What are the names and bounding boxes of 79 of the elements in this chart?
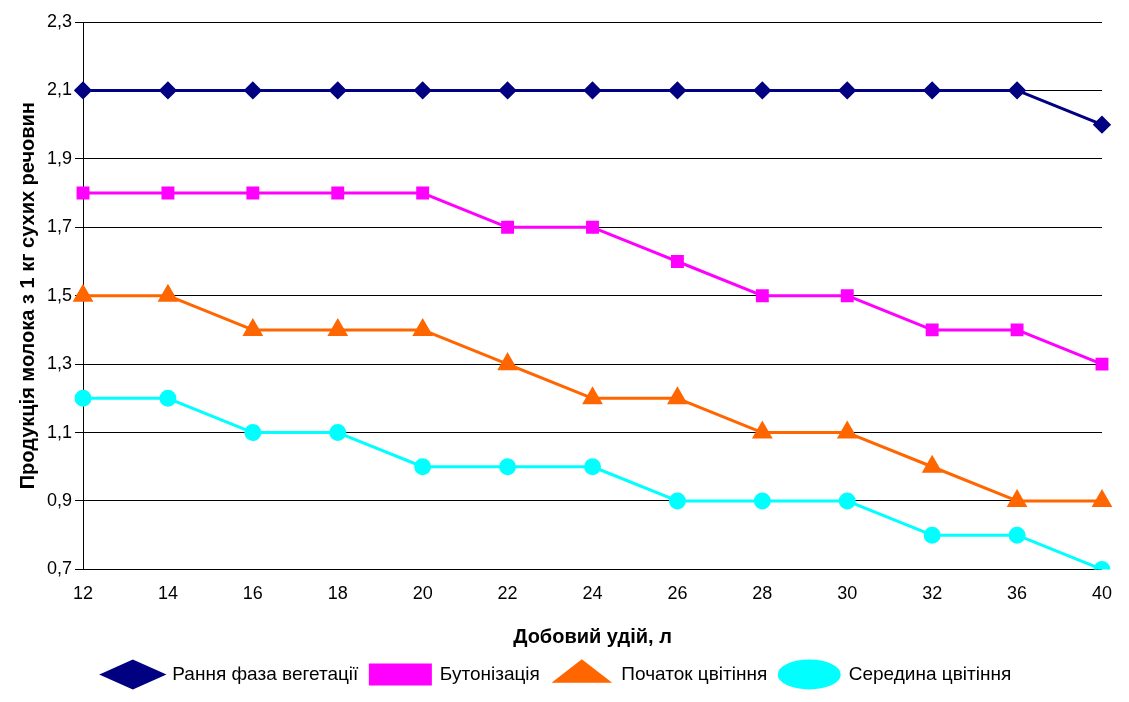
x-tick-label: 14 — [157, 583, 178, 604]
point — [416, 186, 430, 200]
point — [586, 220, 599, 234]
point — [840, 289, 854, 303]
x-tick-label: 12 — [73, 583, 94, 604]
point — [923, 81, 941, 99]
point — [246, 186, 260, 200]
point — [1092, 490, 1112, 507]
x-tick-label: 20 — [412, 583, 433, 604]
x-axis-title: Добовий удій, л — [513, 624, 672, 647]
point — [161, 186, 175, 200]
y-tick-label: 2,1 — [46, 79, 73, 100]
y-tick-label: 2,3 — [46, 10, 73, 31]
point — [159, 389, 177, 407]
y-tick-label: 0,7 — [46, 558, 73, 579]
point — [243, 319, 263, 336]
point — [329, 424, 347, 442]
legend-label: Бутонізація — [439, 662, 540, 684]
point — [501, 220, 515, 234]
point — [1007, 490, 1027, 507]
x-tick-label: 18 — [327, 583, 348, 604]
x-tick-label: 36 — [1007, 583, 1028, 604]
point — [668, 387, 687, 405]
point — [753, 81, 771, 99]
point — [1095, 357, 1109, 371]
point — [158, 285, 178, 302]
point — [414, 458, 432, 476]
point — [413, 319, 432, 336]
x-tick-label: 32 — [922, 583, 943, 604]
point — [498, 353, 517, 371]
x-tick-label: 26 — [667, 583, 688, 604]
point — [414, 81, 432, 99]
point — [329, 81, 347, 99]
legend-label: Середина цвітіння — [848, 662, 1012, 684]
x-tick-label: 28 — [752, 583, 773, 604]
legend-label: Рання фаза вегетації — [172, 662, 360, 684]
point — [1008, 526, 1026, 544]
point — [838, 492, 856, 510]
x-tick-label: 16 — [242, 583, 263, 604]
y-tick-label: 1,9 — [46, 147, 73, 168]
point — [668, 81, 686, 99]
legend-label: Початок цвітіння — [621, 662, 768, 684]
point — [328, 319, 348, 336]
point — [755, 289, 769, 303]
point — [837, 422, 857, 439]
y-axis-title: Продукція молока з 1 кг сухих речовин — [15, 102, 38, 490]
x-tick-label: 22 — [497, 583, 518, 604]
point — [74, 389, 92, 407]
x-tick-label: 24 — [582, 583, 603, 604]
point — [1008, 81, 1026, 99]
point — [244, 424, 262, 442]
point — [499, 458, 517, 476]
point — [74, 81, 92, 99]
point — [923, 526, 941, 544]
point — [244, 81, 262, 99]
point — [331, 186, 345, 200]
x-tick-label: 30 — [837, 583, 858, 604]
y-tick-label: 1,7 — [46, 216, 73, 237]
point — [76, 186, 90, 200]
point — [584, 81, 602, 99]
point — [73, 285, 93, 302]
y-tick-label: 1,3 — [46, 353, 73, 374]
point — [753, 422, 772, 439]
point — [838, 81, 856, 99]
y-tick-label: 1,5 — [46, 284, 73, 305]
point — [753, 492, 771, 510]
point — [583, 387, 602, 405]
y-tick-label: 1,1 — [46, 421, 73, 442]
point — [1093, 116, 1111, 134]
point — [1010, 323, 1024, 337]
x-tick-label: 40 — [1091, 583, 1112, 604]
point — [668, 492, 686, 510]
point — [499, 81, 517, 99]
y-tick-label: 0,9 — [46, 489, 73, 510]
point — [159, 81, 177, 99]
point — [670, 255, 684, 268]
point — [925, 323, 939, 337]
point — [922, 456, 942, 473]
point — [584, 458, 602, 476]
